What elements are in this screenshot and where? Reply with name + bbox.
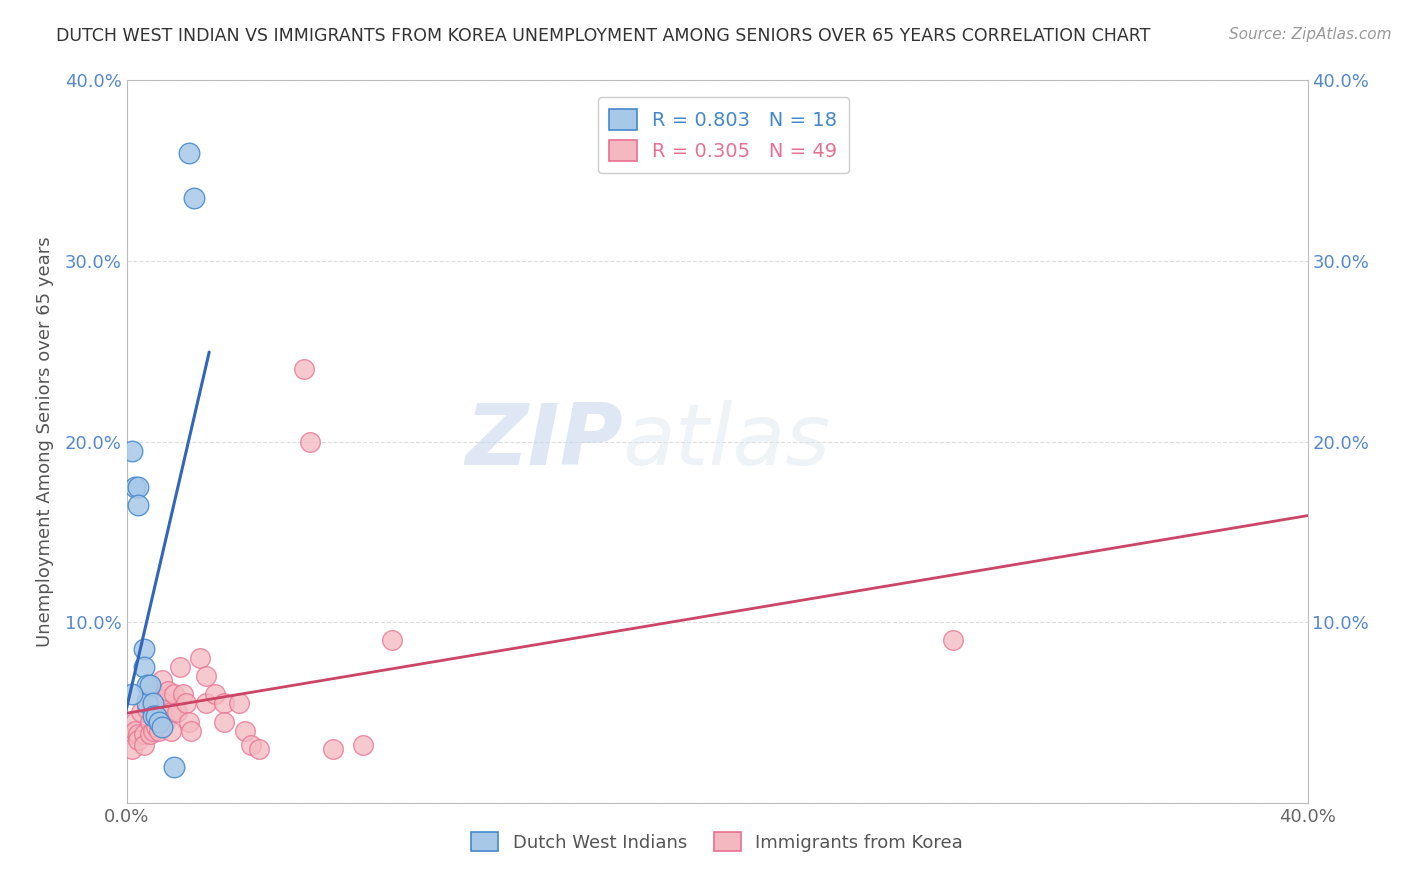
Point (124, 723, 146, 738)
Point (188, 651, 212, 665)
Point (228, 697, 250, 711)
Point (129, 706, 153, 720)
Point (127, 727, 149, 741)
Point (150, 720, 173, 734)
Point (136, 678, 159, 692)
Point (124, 714, 146, 729)
Point (249, 741, 271, 756)
Point (153, 697, 176, 711)
Point (136, 697, 159, 711)
Text: Source: ZipAtlas.com: Source: ZipAtlas.com (1229, 27, 1392, 42)
Text: DUTCH WEST INDIAN VS IMMIGRANTS FROM KOREA UNEMPLOYMENT AMONG SENIORS OVER 65 YE: DUTCH WEST INDIAN VS IMMIGRANTS FROM KOR… (56, 27, 1150, 45)
Point (134, 660, 156, 674)
Point (298, 434, 321, 449)
Point (174, 697, 197, 711)
Text: ZIP: ZIP (465, 400, 623, 483)
Point (239, 738, 262, 752)
Point (160, 706, 183, 720)
Legend: Dutch West Indians, Immigrants from Korea: Dutch West Indians, Immigrants from Kore… (464, 824, 970, 859)
Point (169, 660, 191, 674)
Point (177, 145, 200, 160)
Point (233, 723, 256, 738)
Point (134, 738, 156, 752)
Point (139, 727, 162, 741)
Point (148, 691, 170, 706)
Point (136, 691, 159, 706)
Point (124, 480, 146, 494)
Point (195, 669, 218, 683)
Point (142, 723, 165, 738)
Point (183, 191, 205, 205)
Y-axis label: Unemployment Among Seniors over 65 years: Unemployment Among Seniors over 65 years (35, 236, 53, 647)
Point (212, 714, 235, 729)
Point (195, 697, 218, 711)
Point (166, 706, 188, 720)
Point (127, 498, 149, 512)
Point (145, 697, 167, 711)
Point (381, 633, 404, 648)
Point (180, 723, 202, 738)
Point (127, 732, 149, 747)
Point (212, 697, 235, 711)
Point (177, 714, 200, 729)
Point (148, 723, 170, 738)
Point (942, 633, 965, 648)
Point (142, 683, 165, 698)
Point (136, 702, 159, 716)
Point (142, 697, 165, 711)
Point (118, 727, 141, 741)
Point (142, 709, 165, 723)
Text: atlas: atlas (623, 400, 831, 483)
Point (148, 714, 170, 729)
Point (127, 480, 149, 494)
Point (134, 642, 156, 657)
Point (145, 709, 167, 723)
Point (352, 738, 374, 752)
Point (145, 720, 167, 734)
Point (160, 723, 183, 738)
Point (150, 673, 173, 687)
Point (139, 678, 162, 692)
Point (150, 706, 173, 720)
Point (121, 443, 143, 458)
Point (134, 727, 156, 741)
Point (322, 741, 344, 756)
Point (156, 683, 179, 698)
Point (153, 714, 176, 729)
Point (139, 714, 162, 729)
Point (292, 362, 315, 376)
Point (121, 741, 143, 756)
Point (204, 687, 226, 701)
Point (172, 687, 194, 701)
Point (163, 687, 186, 701)
Point (121, 687, 143, 701)
Point (163, 760, 186, 774)
